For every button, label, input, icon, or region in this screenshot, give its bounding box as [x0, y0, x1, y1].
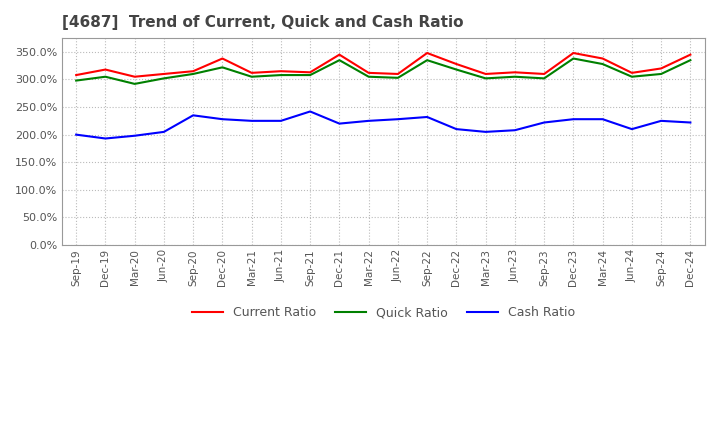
Quick Ratio [218, 65, 227, 70]
Cash Ratio [569, 117, 577, 122]
Quick Ratio [248, 74, 256, 79]
Cash Ratio [72, 132, 81, 137]
Quick Ratio [72, 78, 81, 83]
Cash Ratio [540, 120, 549, 125]
Cash Ratio [306, 109, 315, 114]
Quick Ratio [686, 58, 695, 63]
Line: Cash Ratio: Cash Ratio [76, 111, 690, 139]
Current Ratio [598, 56, 607, 61]
Quick Ratio [657, 71, 665, 77]
Current Ratio [276, 69, 285, 74]
Current Ratio [540, 71, 549, 77]
Cash Ratio [364, 118, 373, 124]
Quick Ratio [364, 74, 373, 79]
Cash Ratio [335, 121, 343, 126]
Text: [4687]  Trend of Current, Quick and Cash Ratio: [4687] Trend of Current, Quick and Cash … [61, 15, 463, 30]
Cash Ratio [394, 117, 402, 122]
Cash Ratio [218, 117, 227, 122]
Cash Ratio [657, 118, 665, 124]
Cash Ratio [481, 129, 490, 135]
Quick Ratio [510, 74, 519, 79]
Cash Ratio [598, 117, 607, 122]
Quick Ratio [598, 62, 607, 67]
Current Ratio [569, 50, 577, 55]
Current Ratio [686, 52, 695, 57]
Cash Ratio [160, 129, 168, 135]
Quick Ratio [423, 58, 431, 63]
Cash Ratio [510, 128, 519, 133]
Cash Ratio [452, 126, 461, 132]
Quick Ratio [628, 74, 636, 79]
Cash Ratio [189, 113, 197, 118]
Quick Ratio [101, 74, 109, 79]
Quick Ratio [160, 76, 168, 81]
Quick Ratio [189, 71, 197, 77]
Quick Ratio [540, 76, 549, 81]
Quick Ratio [306, 73, 315, 78]
Current Ratio [510, 70, 519, 75]
Legend: Current Ratio, Quick Ratio, Cash Ratio: Current Ratio, Quick Ratio, Cash Ratio [185, 300, 581, 326]
Current Ratio [130, 74, 139, 79]
Current Ratio [481, 71, 490, 77]
Current Ratio [423, 50, 431, 55]
Current Ratio [306, 70, 315, 75]
Quick Ratio [130, 81, 139, 87]
Quick Ratio [276, 73, 285, 78]
Cash Ratio [628, 126, 636, 132]
Current Ratio [394, 71, 402, 77]
Current Ratio [218, 56, 227, 61]
Quick Ratio [569, 56, 577, 61]
Cash Ratio [248, 118, 256, 124]
Quick Ratio [452, 67, 461, 72]
Cash Ratio [130, 133, 139, 139]
Line: Quick Ratio: Quick Ratio [76, 59, 690, 84]
Current Ratio [160, 71, 168, 77]
Current Ratio [101, 67, 109, 72]
Cash Ratio [101, 136, 109, 141]
Current Ratio [364, 70, 373, 76]
Quick Ratio [481, 76, 490, 81]
Current Ratio [248, 70, 256, 76]
Current Ratio [452, 62, 461, 67]
Current Ratio [72, 73, 81, 78]
Current Ratio [189, 69, 197, 74]
Current Ratio [657, 66, 665, 71]
Current Ratio [335, 52, 343, 57]
Quick Ratio [335, 58, 343, 63]
Quick Ratio [394, 75, 402, 81]
Cash Ratio [423, 114, 431, 120]
Line: Current Ratio: Current Ratio [76, 53, 690, 77]
Cash Ratio [686, 120, 695, 125]
Current Ratio [628, 70, 636, 76]
Cash Ratio [276, 118, 285, 124]
